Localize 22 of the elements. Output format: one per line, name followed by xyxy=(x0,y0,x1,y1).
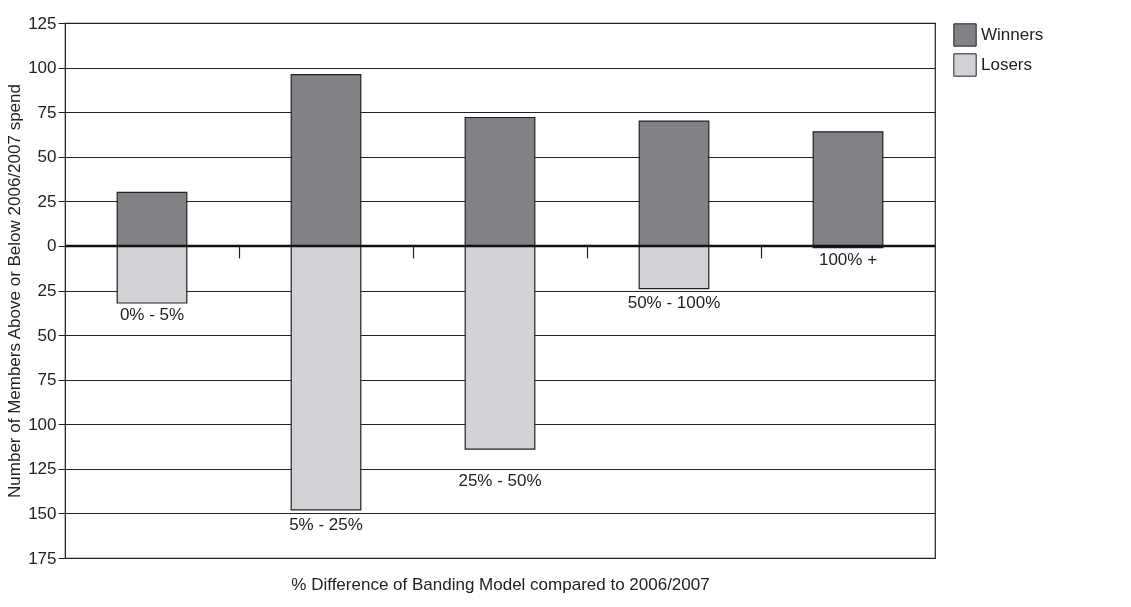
x-tick-label: 50% - 100% xyxy=(627,292,721,312)
y-axis-title: Number of Members Above or Below 2006/2007 spend xyxy=(5,84,25,498)
y-tick-label: 50 xyxy=(37,147,57,167)
y-tick-label: 25 xyxy=(37,281,57,300)
x-tick-label: 0% - 5% xyxy=(119,304,185,324)
x-tick-label: 100% + xyxy=(818,249,878,269)
legend-label: Winners xyxy=(981,25,1044,44)
y-tick-label: 0 xyxy=(47,236,57,256)
y-tick-label: 50 xyxy=(37,325,57,345)
y-tick-label: 125 xyxy=(28,459,57,479)
y-tick-label: 100 xyxy=(28,414,57,434)
y-tick-label: 25 xyxy=(37,191,57,211)
y-tick-label: 125 xyxy=(28,13,57,33)
y-tick-label: 75 xyxy=(37,102,57,122)
x-tick-label: 25% - 50% xyxy=(458,470,542,490)
y-tick-label: 75 xyxy=(37,370,57,390)
y-tick-label: 150 xyxy=(28,503,57,523)
y-tick-label: 175 xyxy=(28,548,57,568)
y-tick-label: 100 xyxy=(28,58,57,78)
x-tick-label: 5% - 25% xyxy=(289,515,363,535)
x-axis-title: % Difference of Banding Model compared to 2006/2007 xyxy=(291,575,710,595)
legend-label: Losers xyxy=(981,55,1033,74)
